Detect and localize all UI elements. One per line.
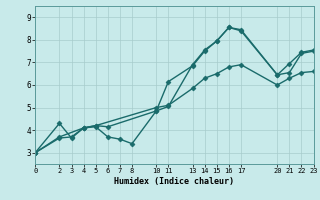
X-axis label: Humidex (Indice chaleur): Humidex (Indice chaleur) [115, 177, 235, 186]
